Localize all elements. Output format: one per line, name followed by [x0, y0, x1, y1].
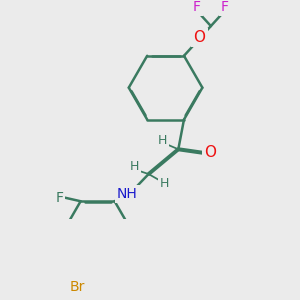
Text: F: F [56, 191, 63, 205]
Text: NH: NH [117, 187, 138, 201]
Text: H: H [160, 178, 169, 190]
Text: H: H [130, 160, 139, 173]
Text: H: H [158, 134, 167, 147]
Text: F: F [193, 0, 201, 14]
Text: Br: Br [69, 280, 85, 294]
Text: O: O [204, 145, 216, 160]
Text: O: O [194, 30, 206, 45]
Text: F: F [221, 0, 229, 14]
